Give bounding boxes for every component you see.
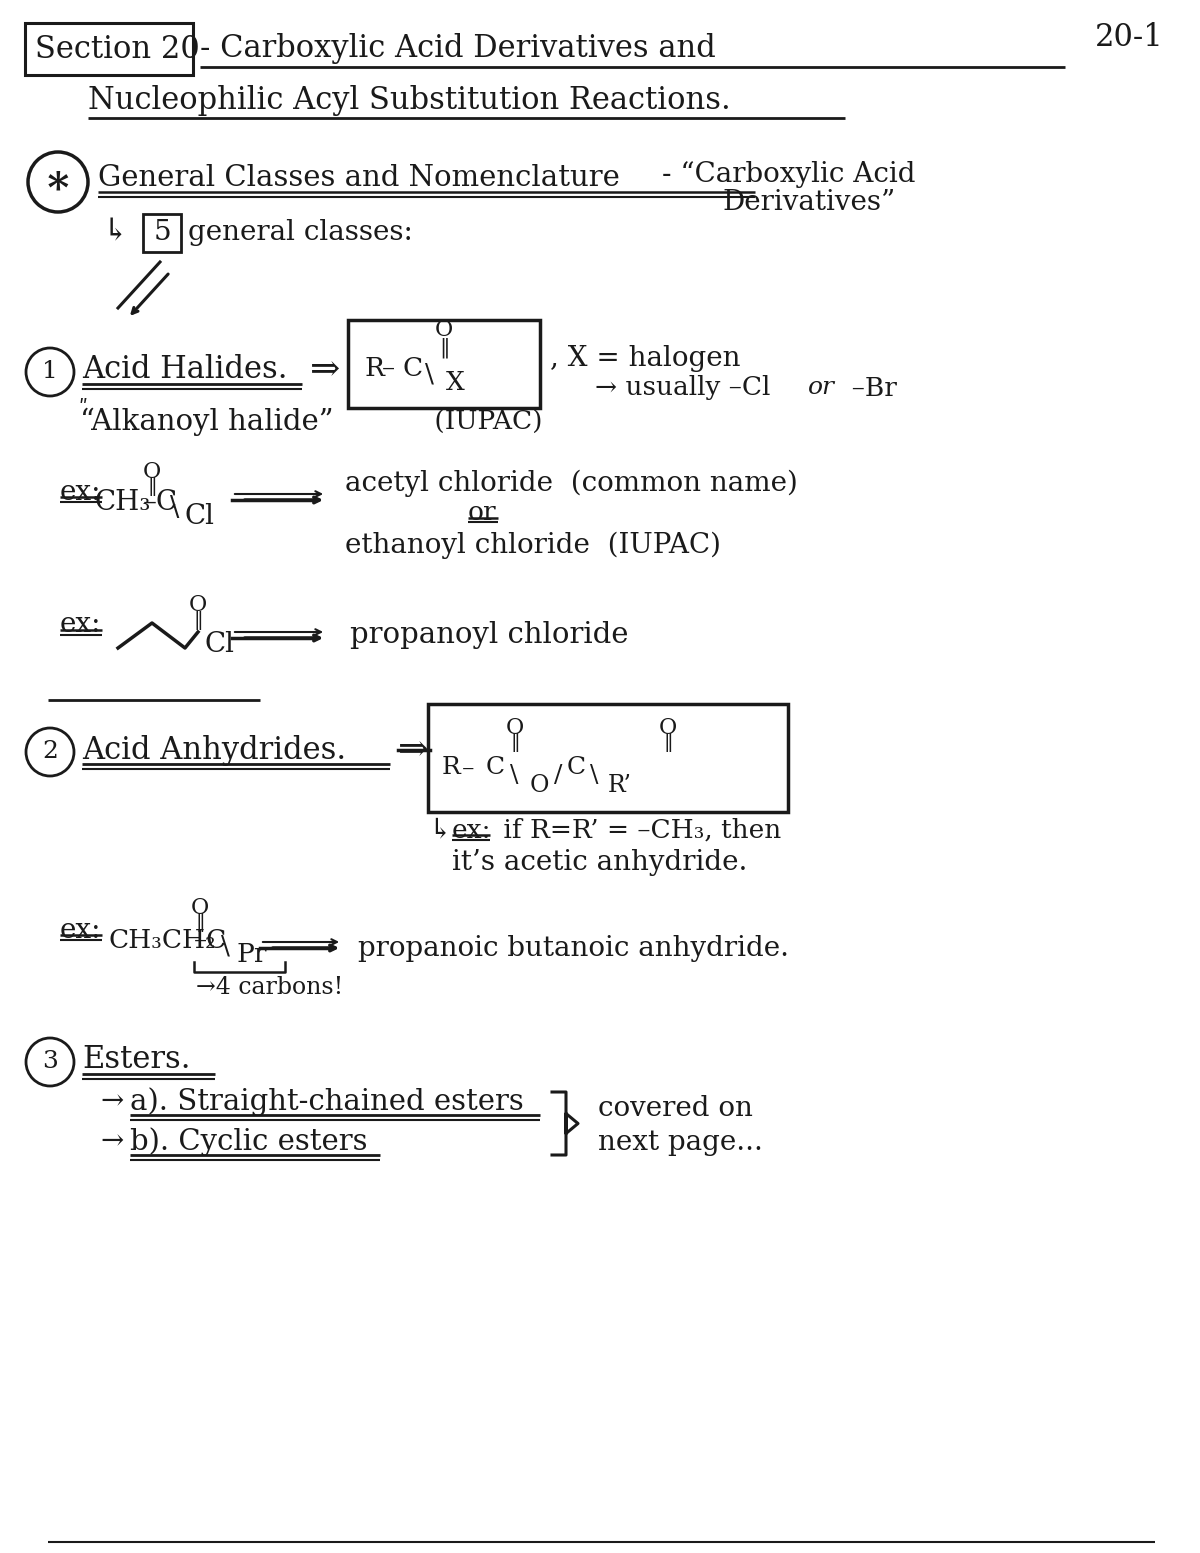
Text: Cl: Cl	[185, 503, 215, 531]
Text: R’: R’	[608, 773, 632, 797]
Text: O: O	[191, 898, 209, 919]
Text: ↳: ↳	[103, 216, 128, 247]
Text: ex:: ex:	[60, 916, 102, 944]
Text: ex:: ex:	[452, 817, 492, 842]
Text: O: O	[506, 717, 524, 739]
Text: if R=R’ = –CH₃, then: if R=R’ = –CH₃, then	[496, 817, 781, 842]
Text: CH₃: CH₃	[95, 489, 151, 517]
Text: ex:: ex:	[60, 478, 102, 505]
Text: 3: 3	[42, 1050, 58, 1073]
Text: - “Carboxylic Acid: - “Carboxylic Acid	[662, 160, 916, 188]
Text: ⇒: ⇒	[310, 353, 341, 387]
Text: (IUPAC): (IUPAC)	[426, 410, 542, 435]
Text: ⇒: ⇒	[398, 733, 428, 767]
Text: ‖: ‖	[439, 337, 449, 359]
Text: Pr: Pr	[238, 943, 268, 968]
Text: ʺ: ʺ	[78, 399, 88, 418]
Text: ‖: ‖	[510, 733, 520, 752]
Text: 1: 1	[42, 360, 58, 384]
Text: or: or	[468, 500, 497, 525]
Text: , X = halogen: , X = halogen	[550, 345, 740, 371]
Text: Cl: Cl	[204, 632, 234, 658]
Text: O: O	[143, 461, 161, 483]
Text: ‖: ‖	[196, 913, 205, 932]
Text: b). Cyclic esters: b). Cyclic esters	[130, 1127, 367, 1157]
Text: ‖: ‖	[193, 610, 203, 629]
Text: C: C	[486, 756, 505, 780]
Bar	[25, 23, 193, 75]
Text: Derivatives”: Derivatives”	[722, 188, 895, 216]
Text: General Classes and Nomenclature: General Classes and Nomenclature	[98, 165, 620, 193]
Text: –Br: –Br	[835, 376, 896, 401]
Text: it’s acetic anhydride.: it’s acetic anhydride.	[452, 848, 748, 876]
Text: acetyl chloride  (common name): acetyl chloride (common name)	[346, 469, 798, 497]
Text: → usually –Cl: → usually –Cl	[595, 376, 787, 401]
Text: O: O	[530, 773, 550, 797]
Text: /: /	[554, 764, 563, 786]
Text: ↳: ↳	[428, 817, 451, 843]
Bar	[348, 320, 540, 408]
Text: →: →	[100, 1129, 124, 1155]
Text: R: R	[442, 756, 461, 780]
Text: –C: –C	[143, 489, 178, 517]
Text: –: –	[462, 756, 474, 780]
Text: X: X	[446, 371, 464, 396]
Text: \: \	[170, 495, 179, 522]
Text: 20-1: 20-1	[1096, 22, 1164, 53]
Text: →: →	[100, 1089, 124, 1115]
Text: propanoyl chloride: propanoyl chloride	[350, 621, 629, 649]
Text: –: –	[382, 356, 395, 380]
Text: O: O	[434, 318, 454, 342]
Text: C: C	[403, 356, 424, 380]
Text: 2: 2	[42, 741, 58, 764]
Bar	[428, 704, 788, 812]
Text: ∗: ∗	[43, 162, 72, 203]
Text: \: \	[221, 933, 230, 958]
Text: a). Straight-chained esters: a). Straight-chained esters	[130, 1087, 523, 1117]
Bar	[143, 214, 181, 252]
Text: –C: –C	[194, 927, 227, 952]
Text: Section 20: Section 20	[35, 34, 199, 65]
Text: Nucleophilic Acyl Substitution Reactions.: Nucleophilic Acyl Substitution Reactions…	[88, 84, 731, 115]
Text: ethanoyl chloride  (IUPAC): ethanoyl chloride (IUPAC)	[346, 531, 721, 559]
Text: O: O	[188, 593, 208, 617]
Text: ‖: ‖	[664, 733, 673, 752]
Text: - Carboxylic Acid Derivatives and: - Carboxylic Acid Derivatives and	[200, 34, 715, 65]
Text: or: or	[808, 376, 835, 399]
Text: “Alkanoyl halide”: “Alkanoyl halide”	[80, 408, 334, 436]
Text: R: R	[365, 356, 385, 380]
Text: \: \	[590, 764, 599, 786]
Text: next page...: next page...	[598, 1129, 763, 1155]
Text: →4 carbons!: →4 carbons!	[196, 977, 343, 1000]
Text: propanoic butanoic anhydride.: propanoic butanoic anhydride.	[358, 935, 790, 961]
Text: ‖: ‖	[148, 477, 157, 497]
Text: C: C	[568, 756, 586, 780]
Text: \: \	[425, 362, 434, 387]
Text: ex:: ex:	[60, 612, 102, 638]
Text: general classes:: general classes:	[188, 219, 413, 247]
Text: Acid Anhydrides.: Acid Anhydrides.	[82, 735, 346, 766]
Text: 5: 5	[154, 219, 170, 247]
Text: Acid Halides.: Acid Halides.	[82, 354, 288, 385]
Text: CH₃CH₂: CH₃CH₂	[108, 927, 216, 952]
Text: Esters.: Esters.	[82, 1045, 191, 1076]
Text: covered on: covered on	[598, 1095, 752, 1121]
Text: \: \	[510, 764, 518, 786]
Text: O: O	[659, 717, 677, 739]
